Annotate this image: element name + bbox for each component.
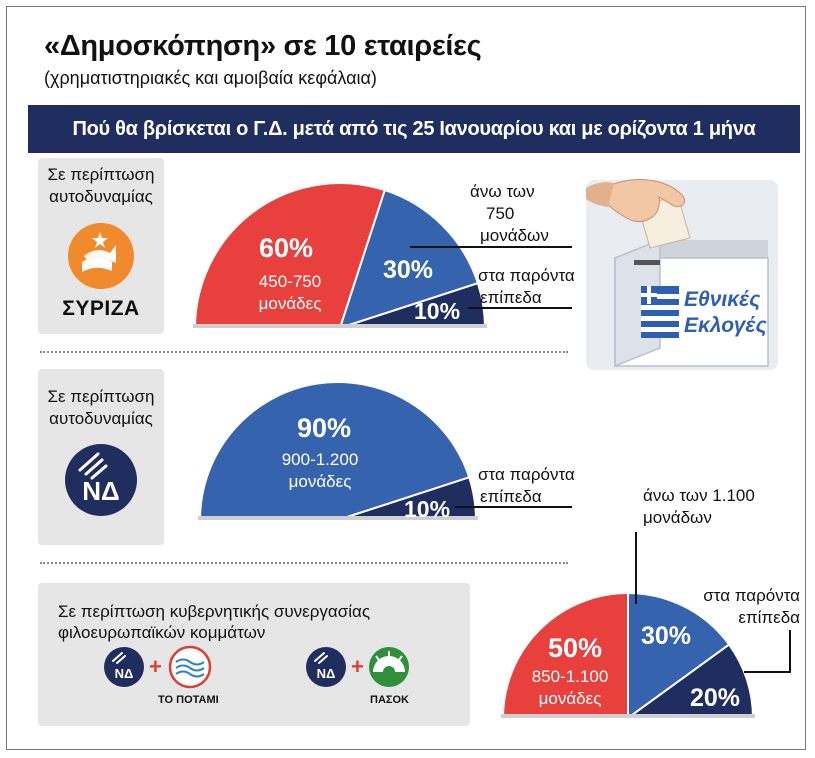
nd-blue-slice-unit: μονάδες (288, 472, 352, 491)
nd-callout-current-line2: επίπεδα (480, 487, 542, 506)
coalition-navy-slice-pct: 20% (690, 684, 741, 712)
nd-blue-slice-pct: 90% (297, 413, 352, 443)
syriza-party-name: ΣΥΡΙΖΑ (62, 297, 140, 320)
syriza-logo-icon (68, 223, 134, 289)
nd-pie-slice-1 (198, 381, 471, 520)
syriza-pie-chart (193, 182, 487, 328)
syriza-pie-baseline (193, 324, 487, 328)
nd-logo-small-icon-2 (306, 647, 346, 687)
coalition-pie-slice-1 (501, 591, 629, 718)
coalition-red-slice-pct: 50% (548, 633, 603, 663)
nd-logo-icon (65, 444, 137, 516)
question-banner: Πού θα βρίσκεται ο Γ.Δ. μετά από τις 25 … (28, 105, 800, 153)
nd-scenario-line1: Σε περίπτωση (47, 387, 155, 406)
syriza-red-slice-pct: 60% (259, 233, 314, 263)
syriza-red-slice-range: 450-750 (258, 272, 322, 291)
potami-label: ΤΟ ΠΟΤΑΜΙ (158, 694, 219, 706)
page-title: «Δημοσκόπηση» σε 10 εταιρείες (44, 30, 482, 62)
coalition-scenario-line2: φιλοευρωπαϊκών κομμάτων (58, 623, 266, 642)
coalition-pie-chart (501, 591, 755, 718)
nd-logo-text: ΝΔ (82, 476, 120, 506)
nd-callout-current-line1: στα παρόντα (478, 465, 575, 484)
ballot-box-label-line2: Εκλογές (684, 314, 767, 337)
syriza-blue-slice-pct: 30% (383, 256, 434, 284)
page-subtitle: (χρηματιστηριακές και αμοιβαία κεφάλαια) (44, 68, 377, 88)
potami-logo-icon (168, 645, 212, 689)
syriza-scenario-line1: Σε περίπτωση (47, 165, 155, 184)
callout-line-coalition-current (744, 630, 791, 673)
coalition-blue-slice-pct: 30% (641, 622, 692, 650)
ballot-box-label-line1: Εθνικές (684, 288, 761, 311)
coalition-pie-baseline (501, 714, 755, 718)
pasok-label: ΠΑΣΟΚ (370, 694, 409, 706)
nd-pie-chart (198, 381, 478, 520)
syriza-scenario-line2: αυτοδυναμίας (49, 187, 153, 206)
syriza-pie-slice-1 (193, 182, 387, 328)
coalition-callout-current-line1: στα παρόντα (703, 586, 800, 605)
syriza-callout-current-line1: στα παρόντα (478, 266, 575, 285)
coalition-callout-above-line1: άνω των 1.100 (643, 486, 755, 505)
nd-navy-slice-pct: 10% (404, 496, 451, 522)
syriza-callout-current-line2: επίπεδα (480, 288, 542, 307)
pasok-sun-logo-icon (369, 647, 409, 687)
section-divider-2 (40, 562, 568, 564)
nd-logo-small-text-2: ΝΔ (316, 666, 336, 681)
nd-logo-small-text-1: ΝΔ (114, 666, 134, 681)
syriza-callout-above-line2: 750 (486, 204, 515, 223)
section-divider-1 (40, 351, 568, 353)
coalition-red-slice-range: 850-1.100 (531, 667, 609, 686)
coalition-callout-current-line2: επίπεδα (738, 608, 800, 627)
plus-sign-1: + (149, 654, 162, 679)
coalition-red-slice-unit: μονάδες (538, 689, 602, 708)
syriza-navy-slice-pct: 10% (414, 298, 461, 324)
coalition-callout-above-line2: μονάδων (643, 508, 712, 527)
syriza-callout-above-line1: άνω των (470, 182, 535, 201)
nd-logo-small-icon-1 (104, 647, 144, 687)
coalition-scenario-line1: Σε περίπτωση κυβερνητικής συνεργασίας (58, 602, 371, 621)
nd-scenario-line2: αυτοδυναμίας (49, 409, 153, 428)
nd-blue-slice-range: 900-1.200 (281, 450, 359, 469)
nd-pie-baseline (198, 516, 478, 520)
ballot-box-illustration (586, 179, 778, 370)
syriza-callout-above-line3: μονάδων (480, 226, 549, 245)
plus-sign-2: + (351, 654, 364, 679)
syriza-red-slice-unit: μονάδες (258, 294, 322, 313)
